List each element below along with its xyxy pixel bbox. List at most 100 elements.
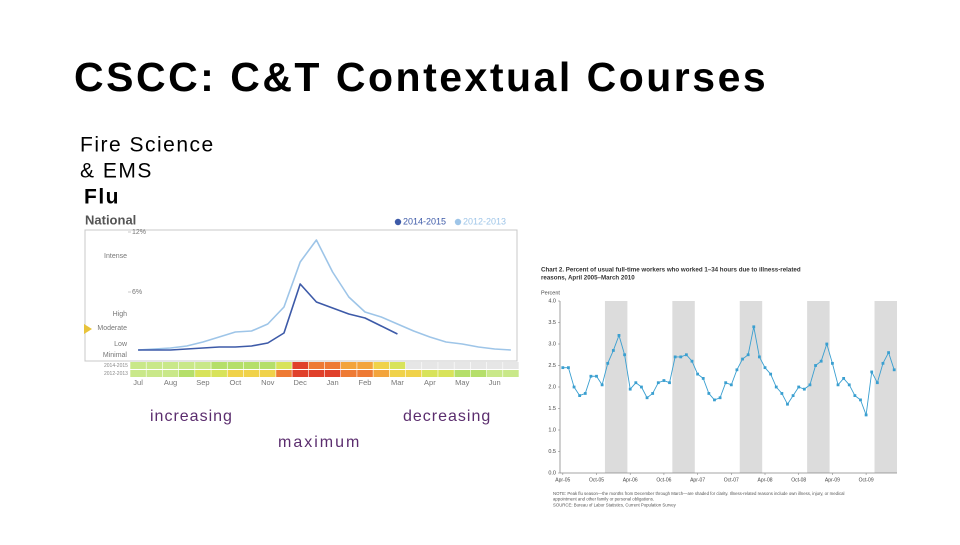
y-tick-label: 1.0: [548, 427, 556, 433]
x-tick-label: Apr-08: [758, 477, 773, 483]
heat-cell: [389, 362, 406, 369]
heat-row-label: 2014-2015: [104, 363, 128, 369]
y-tick-label: 0.0: [548, 470, 556, 476]
data-point: [673, 355, 677, 359]
annotation: maximum: [278, 434, 361, 451]
heat-cell: [162, 362, 179, 369]
note: NOTE: Peak flu season—the months from De…: [553, 491, 844, 496]
data-point: [611, 349, 615, 352]
heat-cell: [454, 370, 471, 377]
heat-cell: [405, 370, 422, 377]
data-point: [757, 355, 761, 359]
activity-level-label: Intense: [104, 253, 127, 260]
data-point: [786, 402, 789, 406]
x-tick-label: Oct-08: [791, 477, 806, 483]
slide-title: CSCC: C&T Contextual Courses: [74, 54, 768, 100]
data-point: [656, 381, 660, 385]
heat-cell: [259, 362, 276, 369]
data-point: [881, 361, 885, 365]
y-tick-label: 2.5: [548, 363, 556, 369]
heat-row-label: 2012-2013: [104, 371, 128, 377]
x-tick-label: Feb: [359, 378, 372, 387]
data-point: [679, 355, 683, 359]
subtitle-line: Fire Science: [80, 134, 215, 157]
subtitle-line: Flu: [84, 186, 120, 209]
data-point: [640, 385, 643, 389]
data-point: [814, 364, 817, 367]
data-point: [735, 368, 739, 372]
chart-title: Chart 2. Percent of usual full-time work…: [541, 267, 801, 274]
heat-cell: [373, 362, 390, 369]
data-point: [887, 351, 890, 354]
data-point: [583, 392, 587, 395]
heat-cell: [243, 370, 260, 377]
x-tick-label: Mar: [391, 378, 404, 387]
data-point: [741, 357, 744, 361]
data-point: [791, 394, 795, 397]
note: appointment and other family or personal…: [553, 497, 654, 502]
data-point: [634, 381, 638, 385]
x-tick-label: Oct-06: [656, 477, 671, 483]
data-point: [662, 379, 666, 382]
heat-cell: [227, 370, 244, 377]
heat-cell: [357, 370, 373, 377]
x-tick-label: Jul: [133, 378, 143, 387]
x-tick-label: Nov: [261, 378, 275, 387]
series-line: [138, 239, 511, 351]
data-point: [729, 383, 733, 387]
data-point: [645, 396, 649, 400]
y-tick-label: 0.5: [548, 449, 556, 455]
heat-cell: [308, 370, 325, 377]
data-point: [763, 366, 767, 370]
series-line: [138, 283, 398, 351]
data-point: [701, 377, 705, 380]
season-shade: [739, 301, 763, 473]
season-shade: [604, 301, 628, 473]
data-point: [600, 383, 604, 387]
season-shade: [672, 301, 695, 473]
data-point: [567, 366, 570, 370]
data-point: [623, 353, 626, 357]
data-point: [819, 359, 823, 363]
bls-chart-frame: [538, 262, 900, 514]
x-tick-label: Jun: [489, 378, 501, 387]
x-tick-label: Sep: [196, 378, 209, 387]
x-tick-label: Apr-07: [690, 477, 705, 483]
heat-cell: [276, 362, 292, 369]
heat-cell: [422, 370, 438, 377]
activity-level-label: Minimal: [103, 352, 128, 359]
activity-level-label: High: [113, 311, 128, 318]
activity-level-label: Moderate: [97, 325, 127, 332]
y-axis-label: Percent: [541, 290, 560, 296]
x-tick-label: Apr: [424, 378, 436, 387]
data-point: [628, 387, 632, 391]
data-point: [713, 398, 716, 402]
heat-cell: [276, 370, 292, 377]
data-point: [578, 394, 582, 397]
level-pointer: [84, 324, 92, 334]
heat-cell: [503, 370, 519, 377]
data-point: [892, 368, 896, 372]
x-tick-label: Aug: [164, 378, 177, 387]
heat-cell: [178, 370, 195, 377]
heat-cell: [438, 370, 454, 377]
heat-cell: [373, 370, 390, 377]
season-shade: [807, 301, 830, 473]
chart-title: reasons, April 2005–March 2010: [541, 275, 635, 282]
data-point: [842, 377, 846, 380]
y-tick-label: 1.5: [548, 406, 556, 412]
heat-cell: [195, 370, 211, 377]
x-tick-label: Apr-09: [825, 477, 840, 483]
heat-cell: [470, 370, 487, 377]
data-point: [780, 392, 784, 395]
data-point: [606, 361, 610, 365]
data-point: [853, 394, 857, 397]
y-tick-label: 3.0: [548, 341, 556, 347]
x-tick-label: Oct-07: [724, 477, 739, 483]
data-point: [864, 413, 868, 417]
data-point: [797, 385, 801, 389]
data-point: [808, 383, 812, 387]
heat-cell: [389, 370, 406, 377]
heat-cell: [162, 370, 179, 377]
y-tick-label: 3.5: [548, 320, 556, 326]
